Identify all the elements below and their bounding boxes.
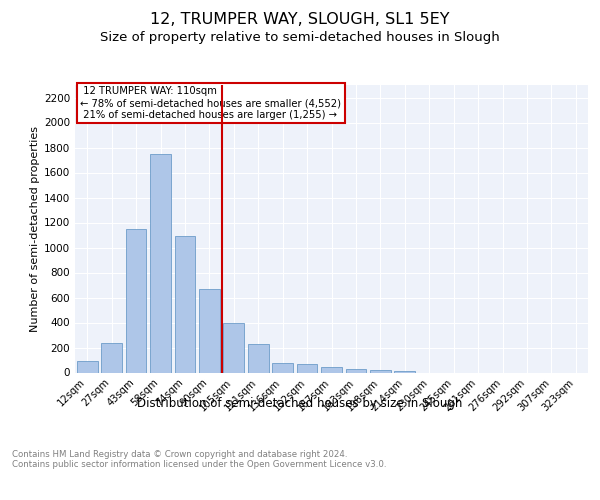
Y-axis label: Number of semi-detached properties: Number of semi-detached properties	[30, 126, 40, 332]
Text: 12, TRUMPER WAY, SLOUGH, SL1 5EY: 12, TRUMPER WAY, SLOUGH, SL1 5EY	[150, 12, 450, 28]
Bar	[346, 369, 367, 372]
Bar	[248, 344, 269, 372]
Bar	[272, 362, 293, 372]
Bar	[223, 322, 244, 372]
Bar	[77, 361, 98, 372]
Text: Size of property relative to semi-detached houses in Slough: Size of property relative to semi-detach…	[100, 31, 500, 44]
Bar	[394, 370, 415, 372]
Bar	[101, 342, 122, 372]
Bar	[296, 364, 317, 372]
Bar	[370, 370, 391, 372]
Text: Distribution of semi-detached houses by size in Slough: Distribution of semi-detached houses by …	[137, 398, 463, 410]
Bar	[125, 229, 146, 372]
Text: 12 TRUMPER WAY: 110sqm
← 78% of semi-detached houses are smaller (4,552)
 21% of: 12 TRUMPER WAY: 110sqm ← 78% of semi-det…	[80, 86, 341, 120]
Bar	[175, 236, 196, 372]
Bar	[321, 367, 342, 372]
Text: Contains HM Land Registry data © Crown copyright and database right 2024.
Contai: Contains HM Land Registry data © Crown c…	[12, 450, 386, 469]
Bar	[150, 154, 171, 372]
Bar	[199, 289, 220, 372]
